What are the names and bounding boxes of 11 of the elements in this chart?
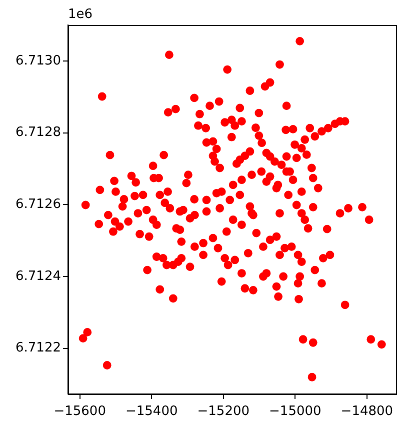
y-tick-label: 6.7124	[16, 268, 61, 284]
y-tick-label: 6.7128	[16, 125, 61, 140]
y-tick-label: 6.7122	[16, 340, 61, 356]
x-tick-label: −15200	[197, 404, 250, 420]
x-tick-label: −14800	[340, 404, 394, 420]
text: 1e6	[68, 6, 93, 22]
x-tick-label: −15400	[125, 404, 178, 420]
x-tick-label: −15000	[269, 404, 322, 420]
x-tick-label: −15600	[54, 404, 106, 420]
y-tick-label: 6.7126	[16, 197, 61, 212]
y-tick-label: 6.7130	[16, 53, 61, 68]
